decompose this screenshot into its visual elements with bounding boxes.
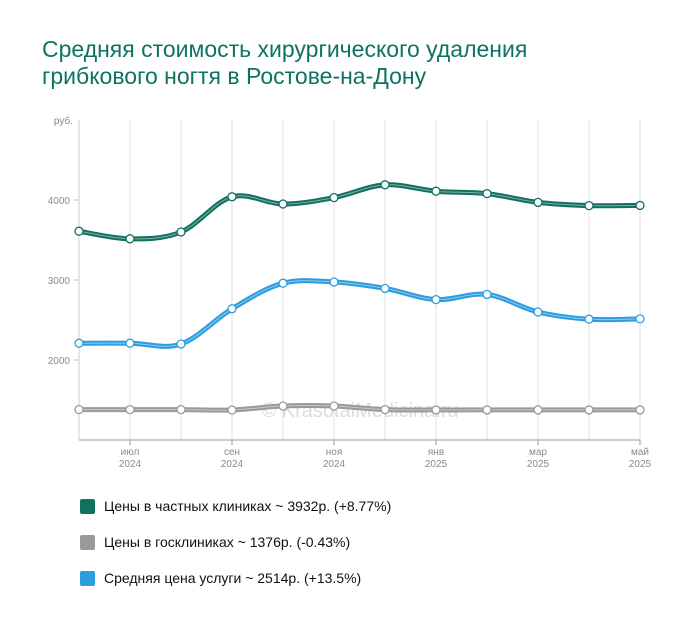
legend-item-public: Цены в госклиниках ~ 1376р. (-0.43%): [80, 524, 391, 560]
series-line-average: [76, 278, 643, 349]
y-tick-label: 4000: [48, 196, 71, 207]
x-tick-label-year: 2024: [221, 459, 244, 470]
data-point-public: [227, 405, 237, 415]
data-point-public: [125, 404, 135, 415]
data-point-private: [176, 227, 186, 237]
y-tick-label: 2000: [48, 356, 71, 367]
data-point-average: [74, 338, 84, 348]
grid-lines: [78, 120, 641, 440]
x-tick-label-year: 2025: [527, 459, 550, 470]
data-point-public: [74, 404, 84, 415]
x-tick-label-year: 2025: [425, 459, 448, 470]
x-tick-label-month: мар: [529, 447, 547, 458]
data-point-average: [125, 338, 135, 348]
legend-swatch-average: [80, 570, 95, 586]
data-point-public: [278, 401, 288, 411]
data-points: [74, 180, 645, 415]
data-point-private: [533, 197, 543, 208]
data-point-public: [176, 404, 186, 415]
data-point-private: [584, 200, 594, 211]
data-point-public: [431, 405, 441, 415]
data-point-average: [431, 294, 441, 305]
x-tick-label-month: июл: [121, 447, 140, 458]
legend-item-average: Средняя цена услуги ~ 2514р. (+13.5%): [80, 560, 391, 596]
x-tick-label-year: 2024: [119, 459, 142, 470]
data-point-private: [125, 234, 135, 244]
data-point-private: [431, 186, 441, 196]
data-point-private: [227, 192, 237, 202]
chart-title-line-2: грибкового ногтя в Ростове-на-Дону: [42, 63, 427, 89]
data-point-average: [635, 314, 645, 324]
x-tick-label-month: сен: [224, 447, 240, 458]
axes: руб.200030004000июл2024сен2024ноя2024янв…: [48, 115, 652, 470]
data-point-average: [584, 314, 594, 324]
data-point-private: [278, 199, 288, 209]
legend: Цены в частных клиниках ~ 3932р. (+8.77%…: [80, 488, 391, 596]
x-tick-label-year: 2024: [323, 459, 346, 470]
data-point-private: [635, 200, 645, 211]
data-point-public: [329, 401, 339, 411]
legend-item-private: Цены в частных клиниках ~ 3932р. (+8.77%…: [80, 488, 391, 524]
data-point-average: [380, 283, 390, 294]
data-point-private: [329, 192, 339, 203]
y-unit-label: руб.: [54, 115, 73, 127]
chart-title-line-1: Средняя стоимость хирургического удалени…: [42, 36, 528, 62]
data-point-private: [380, 180, 390, 190]
legend-label-private: Цены в частных клиниках ~ 3932р. (+8.77%…: [104, 498, 392, 514]
chart-title: Средняя стоимость хирургического удалени…: [42, 36, 662, 90]
data-point-average: [482, 289, 492, 300]
data-point-public: [380, 404, 390, 415]
x-tick-label-year: 2025: [629, 459, 652, 470]
series-line-private: [76, 182, 643, 242]
data-point-average: [278, 278, 288, 288]
y-tick-label: 3000: [48, 276, 71, 287]
data-point-public: [584, 405, 594, 415]
data-point-public: [635, 405, 645, 415]
data-point-average: [227, 304, 237, 314]
data-point-public: [482, 405, 492, 415]
series-lines: [76, 182, 643, 413]
x-tick-label-month: май: [631, 447, 649, 458]
legend-swatch-public: [80, 534, 95, 550]
legend-swatch-private: [80, 498, 95, 514]
data-point-private: [482, 188, 492, 199]
legend-label-average: Средняя цена услуги ~ 2514р. (+13.5%): [104, 570, 362, 586]
data-point-public: [533, 405, 543, 415]
data-point-average: [176, 339, 186, 349]
legend-label-public: Цены в госклиниках ~ 1376р. (-0.43%): [104, 534, 351, 550]
data-point-private: [74, 226, 84, 236]
x-tick-label-month: ноя: [326, 447, 343, 458]
data-point-average: [329, 277, 339, 287]
x-tick-label-month: янв: [428, 447, 444, 458]
data-point-average: [533, 307, 543, 317]
